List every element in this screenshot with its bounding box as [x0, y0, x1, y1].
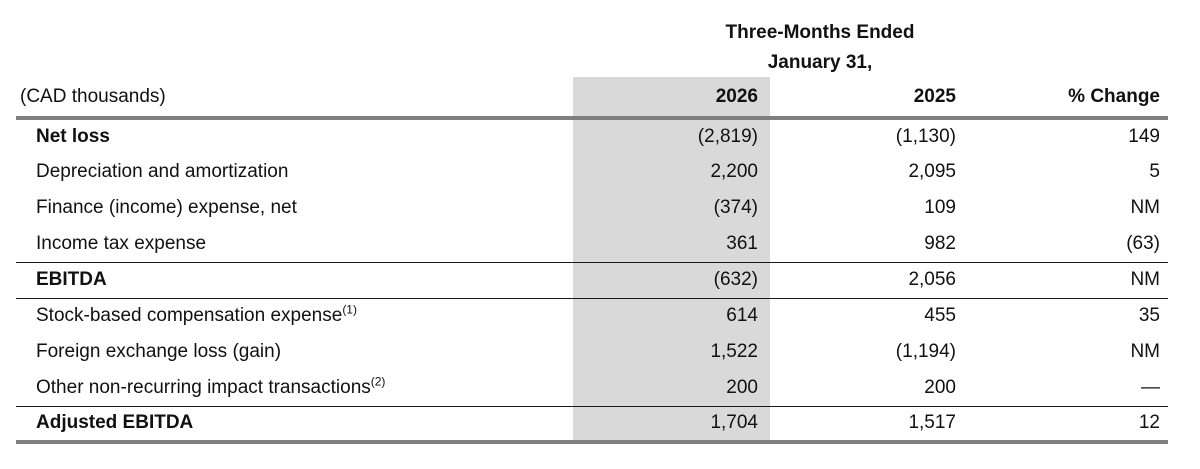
row-label: Stock-based compensation expense	[36, 305, 343, 327]
table-row: Income tax expense 361 982 (63)	[16, 226, 1168, 262]
table-body: Net loss (2,819) (1,130) 149 Depreciatio…	[16, 118, 1168, 444]
footnote-marker: (2)	[370, 374, 386, 389]
value-pct-change: 5	[1149, 161, 1160, 182]
row-label: Net loss	[36, 126, 110, 147]
table-row: Foreign exchange loss (gain) 1,522 (1,19…	[16, 334, 1168, 370]
value-pct-change: 35	[968, 297, 1168, 334]
value-2025: 2,095	[908, 161, 956, 182]
ebitda-reconciliation-table: (CAD thousands) 2026 2025 % Change Net l…	[16, 77, 1168, 444]
value-2026: 200	[573, 370, 770, 406]
table-row: Depreciation and amortization 2,200 2,09…	[16, 154, 1168, 190]
value-2025: (1,130)	[895, 126, 956, 147]
value-pct-change: NM	[1130, 197, 1160, 218]
period-header: Three-Months Ended January 31,	[570, 18, 1070, 78]
value-pct-change: 12	[968, 405, 1168, 444]
value-2025: 2,056	[770, 261, 968, 298]
table-row: Net loss (2,819) (1,130) 149	[16, 118, 1168, 154]
value-2025: 982	[924, 232, 956, 254]
period-header-line1: Three-Months Ended	[725, 22, 915, 43]
value-pct-change: —	[1141, 376, 1160, 398]
column-header-pct-change: % Change	[968, 77, 1168, 120]
row-label: Foreign exchange loss (gain)	[36, 341, 282, 362]
table-row: Finance (income) expense, net (374) 109 …	[16, 190, 1168, 226]
table-row: Other non-recurring impact transactions(…	[16, 370, 1168, 406]
value-pct-change: 149	[1128, 126, 1160, 147]
value-2025: 1,517	[770, 405, 968, 444]
value-pct-change: (63)	[1126, 232, 1160, 254]
value-2025: (1,194)	[895, 341, 956, 362]
value-2026: (374)	[573, 190, 770, 226]
value-2025: 200	[924, 376, 956, 398]
value-2026: 1,522	[573, 334, 770, 370]
row-label: Depreciation and amortization	[36, 161, 289, 182]
row-label: Finance (income) expense, net	[36, 197, 297, 218]
value-2025: 109	[924, 197, 956, 218]
row-label: Income tax expense	[36, 232, 207, 254]
column-header-2026: 2026	[573, 77, 770, 120]
row-label: Other non-recurring impact transactions	[36, 376, 371, 398]
row-label: EBITDA	[36, 269, 107, 290]
table-header-row: (CAD thousands) 2026 2025 % Change	[16, 77, 1168, 120]
table-row: Stock-based compensation expense(1) 614 …	[16, 297, 1168, 334]
table-row: EBITDA (632) 2,056 NM	[16, 261, 1168, 298]
column-header-2025: 2025	[770, 77, 968, 120]
value-2026: (632)	[573, 261, 770, 298]
unit-label: (CAD thousands)	[16, 77, 573, 120]
row-label: Adjusted EBITDA	[36, 412, 194, 434]
value-pct-change: NM	[968, 261, 1168, 298]
value-2025: 455	[770, 297, 968, 334]
value-pct-change: NM	[1130, 341, 1160, 362]
value-2026: 2,200	[573, 154, 770, 190]
table-row: Adjusted EBITDA 1,704 1,517 12	[16, 405, 1168, 444]
value-2026: 361	[573, 226, 770, 262]
value-2026: 614	[573, 297, 770, 334]
footnote-marker: (1)	[342, 302, 357, 317]
period-header-line2: January 31,	[767, 52, 873, 73]
value-2026: (2,819)	[573, 118, 770, 154]
value-2026: 1,704	[573, 405, 770, 444]
